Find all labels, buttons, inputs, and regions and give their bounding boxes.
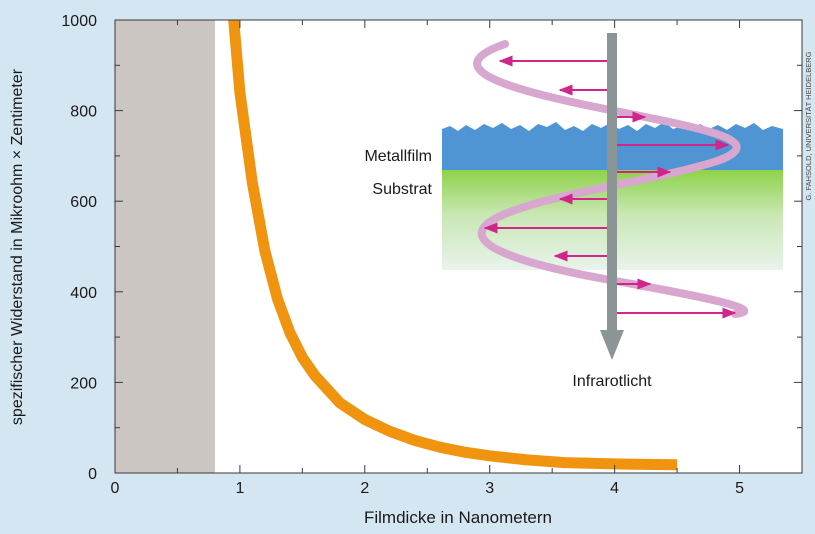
thin-film-inset: Metallfilm Substrat Infrarotlicht — [364, 33, 783, 390]
field-arrows — [483, 55, 737, 319]
y-tick-label: 1000 — [61, 13, 97, 30]
x-tick-label: 1 — [235, 480, 244, 497]
x-tick-label: 5 — [735, 480, 744, 497]
substrate-label: Substrat — [372, 181, 432, 198]
metal-film-label: Metallfilm — [364, 148, 432, 165]
y-axis-label: spezifischer Widerstand in Mikroohm × Ze… — [9, 68, 26, 425]
x-tick-label: 0 — [111, 480, 120, 497]
x-axis-label: Filmdicke in Nanometern — [364, 508, 552, 527]
tick-labels: 0 1 2 3 4 5 0 200 400 600 800 1000 — [61, 13, 744, 497]
light-beam — [600, 33, 624, 360]
beam-arrowhead — [600, 330, 624, 360]
resistivity-curve — [228, 19, 678, 471]
y-tick-label: 800 — [70, 104, 97, 121]
y-tick-label: 0 — [88, 466, 97, 483]
y-tick-label: 400 — [70, 285, 97, 302]
image-credit: G. FAHSOLD, UNIVERSITÄT HEIDELBERG — [804, 51, 813, 200]
x-tick-label: 2 — [360, 480, 369, 497]
shaded-region — [115, 20, 215, 473]
beam-shaft — [607, 33, 617, 333]
axis-ticks — [114, 19, 803, 474]
y-tick-label: 200 — [70, 375, 97, 392]
y-tick-label: 600 — [70, 194, 97, 211]
x-tick-label: 4 — [610, 480, 619, 497]
infrared-label: Infrarotlicht — [572, 373, 652, 390]
x-tick-label: 3 — [485, 480, 494, 497]
